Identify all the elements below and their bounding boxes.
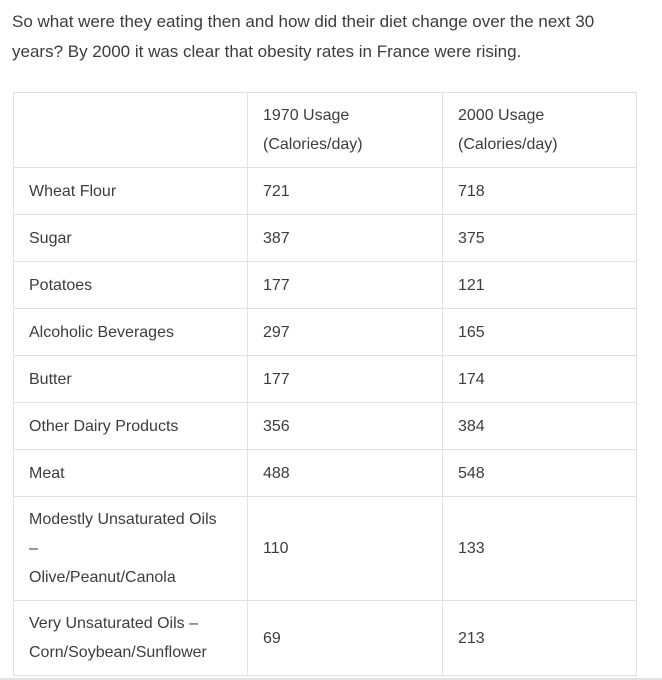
usage-2000-cell: 133 [442, 496, 637, 601]
table-row: Wheat Flour 721 718 [13, 167, 637, 215]
food-item-cell: Other Dairy Products [13, 402, 248, 450]
table-row: Potatoes 177 121 [13, 261, 637, 309]
usage-2000-cell: 174 [442, 355, 637, 403]
intro-paragraph: So what were they eating then and how di… [12, 12, 595, 61]
usage-2000-cell: 718 [442, 167, 637, 215]
food-item-cell: Modestly Unsaturated Oils – Olive/Peanut… [13, 496, 248, 601]
usage-1970-cell: 297 [247, 308, 443, 356]
usage-1970-cell: 69 [247, 600, 443, 676]
usage-2000-cell: 165 [442, 308, 637, 356]
usage-1970-cell: 356 [247, 402, 443, 450]
usage-2000-cell: 375 [442, 214, 637, 262]
header-1970-cell: 1970 Usage (Calories/day) [247, 92, 443, 168]
header-item-cell [13, 92, 248, 168]
table-row: Other Dairy Products 356 384 [13, 402, 637, 450]
food-item-cell: Sugar [13, 214, 248, 262]
table-row: Alcoholic Beverages 297 165 [13, 308, 637, 356]
usage-1970-cell: 110 [247, 496, 443, 601]
food-item-cell: Butter [13, 355, 248, 403]
next-section-edge [0, 678, 662, 680]
food-item-cell: Very Unsaturated Oils – Corn/Soybean/Sun… [13, 600, 248, 676]
table-row: Very Unsaturated Oils – Corn/Soybean/Sun… [13, 600, 637, 676]
usage-1970-cell: 177 [247, 261, 443, 309]
food-item-cell: Alcoholic Beverages [13, 308, 248, 356]
table-header-row: 1970 Usage (Calories/day) 2000 Usage (Ca… [13, 92, 637, 168]
usage-2000-cell: 384 [442, 402, 637, 450]
header-2000-cell: 2000 Usage (Calories/day) [442, 92, 637, 168]
usage-2000-cell: 121 [442, 261, 637, 309]
usage-2000-cell: 213 [442, 600, 637, 676]
usage-1970-cell: 387 [247, 214, 443, 262]
table-row: Sugar 387 375 [13, 214, 637, 262]
usage-1970-cell: 721 [247, 167, 443, 215]
usage-1970-cell: 177 [247, 355, 443, 403]
usage-1970-cell: 488 [247, 449, 443, 497]
food-item-cell: Meat [13, 449, 248, 497]
table-row: Meat 488 548 [13, 449, 637, 497]
food-item-cell: Wheat Flour [13, 167, 248, 215]
food-item-cell: Potatoes [13, 261, 248, 309]
table-row: Modestly Unsaturated Oils – Olive/Peanut… [13, 496, 637, 601]
usage-2000-cell: 548 [442, 449, 637, 497]
diet-usage-table: 1970 Usage (Calories/day) 2000 Usage (Ca… [13, 92, 637, 676]
table-row: Butter 177 174 [13, 355, 637, 403]
